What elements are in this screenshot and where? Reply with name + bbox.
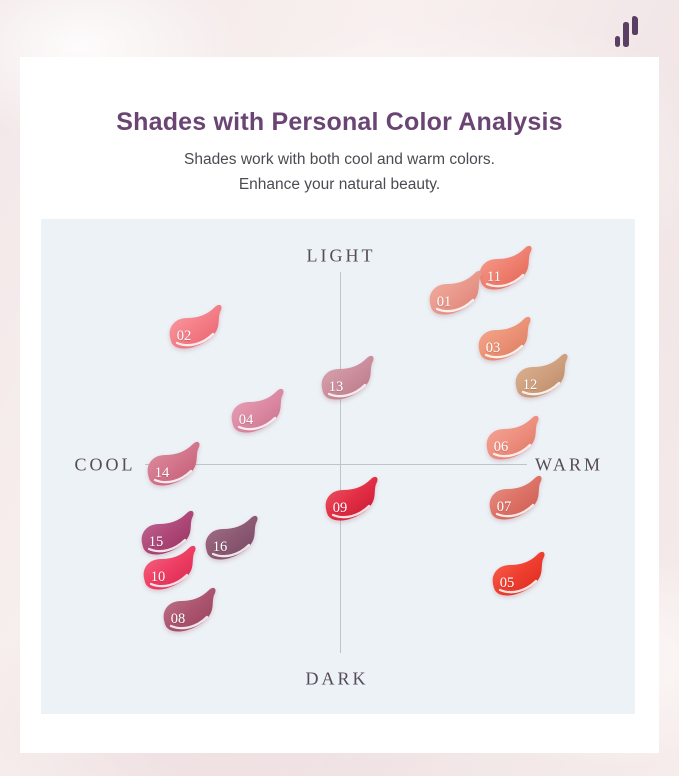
lipstick-smear-icon	[169, 304, 222, 349]
lipstick-smear-icon	[429, 270, 482, 315]
brand-logo	[615, 16, 641, 50]
shade-number: 02	[176, 328, 192, 344]
quadrant-chart: LIGHT DARK COOL WARM 11 01 02 03 12 13 04 06 14 0…	[41, 219, 635, 714]
shade-swatch-06: 06	[479, 415, 553, 471]
content-card: Shades with Personal Color Analysis Shad…	[20, 57, 659, 753]
shade-swatch-05: 05	[485, 551, 559, 607]
shade-number: 15	[148, 534, 164, 550]
shade-number: 03	[485, 340, 501, 356]
subtitle-line-1: Shades work with both cool and warm colo…	[183, 151, 495, 168]
lipstick-smear-icon	[489, 475, 542, 520]
axis-label-cool: COOL	[74, 454, 136, 475]
lipstick-smear-icon	[143, 545, 196, 590]
axis-line-vertical	[340, 272, 341, 653]
shade-swatch-16: 16	[198, 515, 272, 571]
lipstick-smear-icon	[205, 515, 258, 560]
shade-swatch-08: 08	[156, 587, 230, 643]
shade-number: 01	[436, 294, 452, 310]
shade-swatch-11: 11	[472, 245, 546, 301]
lipstick-smear-icon	[515, 353, 568, 398]
shade-swatch-13: 13	[314, 355, 388, 411]
shade-swatch-04: 04	[224, 388, 298, 444]
lipstick-smear-icon	[231, 388, 284, 433]
shade-swatch-02: 02	[162, 304, 236, 360]
shade-swatch-09: 09	[318, 476, 392, 532]
shade-swatch-14: 14	[140, 441, 214, 497]
shade-number: 16	[212, 539, 228, 555]
shade-number: 14	[154, 465, 170, 481]
lipstick-smear-icon	[492, 551, 545, 596]
page-title: Shades with Personal Color Analysis	[116, 108, 563, 136]
shade-swatch-12: 12	[508, 353, 582, 409]
axis-label-dark: DARK	[305, 668, 369, 689]
shade-number: 12	[522, 377, 538, 393]
lipstick-smear-icon	[479, 245, 532, 290]
axis-label-warm: WARM	[534, 454, 604, 475]
shade-number: 10	[150, 569, 166, 585]
shade-swatch-10: 10	[136, 545, 210, 601]
shade-swatch-07: 07	[482, 475, 556, 531]
lipstick-smear-icon	[486, 415, 539, 460]
lipstick-smear-icon	[321, 355, 374, 400]
shade-swatch-15: 15	[134, 510, 208, 566]
shade-number: 06	[493, 439, 509, 455]
equalizer-bars-icon	[623, 22, 629, 47]
subtitle-line-2: Enhance your natural beauty.	[238, 176, 441, 193]
shade-number: 08	[170, 611, 186, 627]
shade-number: 11	[487, 269, 501, 285]
lipstick-smear-icon	[325, 476, 378, 521]
shade-number: 13	[328, 379, 344, 395]
lipstick-smear-icon	[163, 587, 216, 632]
lipstick-smear-icon	[141, 510, 194, 555]
shade-number: 07	[496, 499, 512, 515]
axis-label-light: LIGHT	[306, 245, 376, 266]
equalizer-bars-icon	[632, 16, 638, 35]
shade-swatch-03: 03	[471, 316, 545, 372]
lipstick-smear-icon	[147, 441, 200, 486]
axis-line-horizontal	[145, 464, 527, 465]
equalizer-bars-icon	[615, 36, 620, 47]
shade-number: 04	[238, 412, 254, 428]
shade-swatch-01: 01	[422, 270, 496, 326]
shade-number: 09	[332, 500, 348, 516]
lipstick-smear-icon	[478, 316, 531, 361]
shade-number: 05	[499, 575, 515, 591]
